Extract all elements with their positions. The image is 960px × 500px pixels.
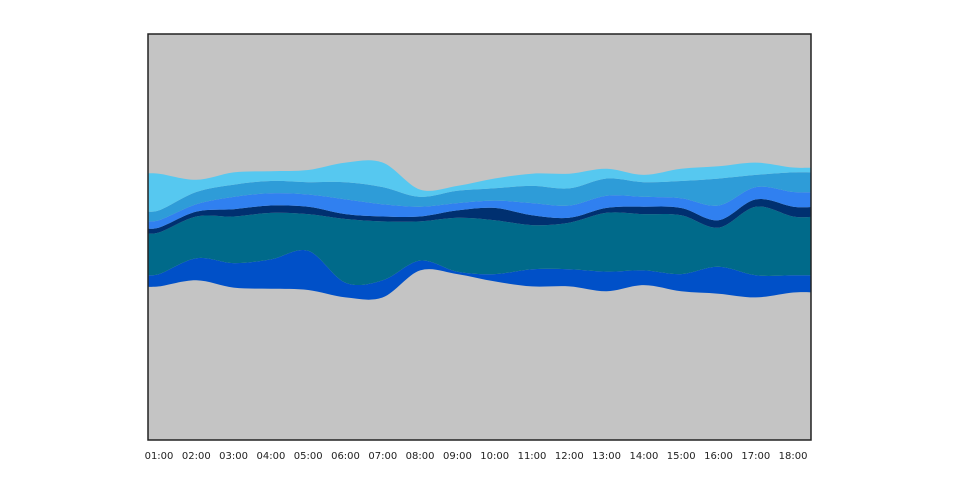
plot-frame xyxy=(147,33,812,441)
x-tick-label: 11:00 xyxy=(518,451,547,462)
x-tick-label: 08:00 xyxy=(406,451,435,462)
x-tick-label: 14:00 xyxy=(629,451,658,462)
x-tick-label: 17:00 xyxy=(741,451,770,462)
x-tick-label: 12:00 xyxy=(555,451,584,462)
x-tick-label: 15:00 xyxy=(667,451,696,462)
x-tick-label: 06:00 xyxy=(331,451,360,462)
x-tick-label: 09:00 xyxy=(443,451,472,462)
x-tick-label: 18:00 xyxy=(779,451,808,462)
x-tick-label: 02:00 xyxy=(182,451,211,462)
stream-layer-2 xyxy=(148,206,811,286)
x-tick-label: 04:00 xyxy=(256,451,285,462)
x-tick-label: 10:00 xyxy=(480,451,509,462)
stream-layer-5 xyxy=(148,172,811,222)
stream-layer-1 xyxy=(148,249,811,300)
x-tick-label: 07:00 xyxy=(368,451,397,462)
x-tick-label: 01:00 xyxy=(145,451,174,462)
series-layer xyxy=(148,160,811,300)
x-tick-label: 05:00 xyxy=(294,451,323,462)
stream-layer-4 xyxy=(148,186,811,229)
x-tick-label: 03:00 xyxy=(219,451,248,462)
x-axis-ticks: 01:00 02:00 03:00 04:00 05:00 06:00 07:00 08:00… xyxy=(145,451,808,462)
stream-layer-6 xyxy=(148,160,811,212)
x-tick-label: 16:00 xyxy=(704,451,733,462)
x-tick-label: 13:00 xyxy=(592,451,621,462)
stream-layer-3 xyxy=(148,199,811,234)
